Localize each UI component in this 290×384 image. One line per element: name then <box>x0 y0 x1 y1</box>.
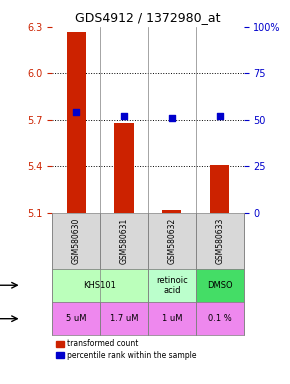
FancyBboxPatch shape <box>52 268 148 302</box>
Text: DMSO: DMSO <box>207 281 233 290</box>
Text: 0.1 %: 0.1 % <box>208 314 231 323</box>
FancyBboxPatch shape <box>100 213 148 268</box>
Title: GDS4912 / 1372980_at: GDS4912 / 1372980_at <box>75 11 221 24</box>
Text: retinoic
acid: retinoic acid <box>156 276 188 295</box>
Text: 5 uM: 5 uM <box>66 314 86 323</box>
Bar <box>67 31 86 213</box>
Point <box>169 115 174 121</box>
Text: 1.7 uM: 1.7 uM <box>110 314 138 323</box>
Text: GSM580630: GSM580630 <box>72 217 81 264</box>
Text: 1 uM: 1 uM <box>162 314 182 323</box>
FancyBboxPatch shape <box>52 213 100 268</box>
Bar <box>162 210 182 213</box>
FancyBboxPatch shape <box>148 268 196 302</box>
Text: KHS101: KHS101 <box>84 281 117 290</box>
Text: GSM580632: GSM580632 <box>167 217 176 264</box>
FancyBboxPatch shape <box>52 302 100 336</box>
FancyBboxPatch shape <box>196 302 244 336</box>
FancyBboxPatch shape <box>148 213 196 268</box>
Text: GSM580633: GSM580633 <box>215 217 224 264</box>
Point <box>122 113 126 119</box>
FancyBboxPatch shape <box>196 268 244 302</box>
FancyBboxPatch shape <box>100 302 148 336</box>
Point <box>218 113 222 119</box>
FancyBboxPatch shape <box>148 302 196 336</box>
Legend: transformed count, percentile rank within the sample: transformed count, percentile rank withi… <box>56 339 196 359</box>
FancyBboxPatch shape <box>196 213 244 268</box>
Bar <box>210 165 229 213</box>
Point <box>74 109 78 116</box>
Text: GSM580631: GSM580631 <box>119 217 128 264</box>
Bar <box>114 123 134 213</box>
